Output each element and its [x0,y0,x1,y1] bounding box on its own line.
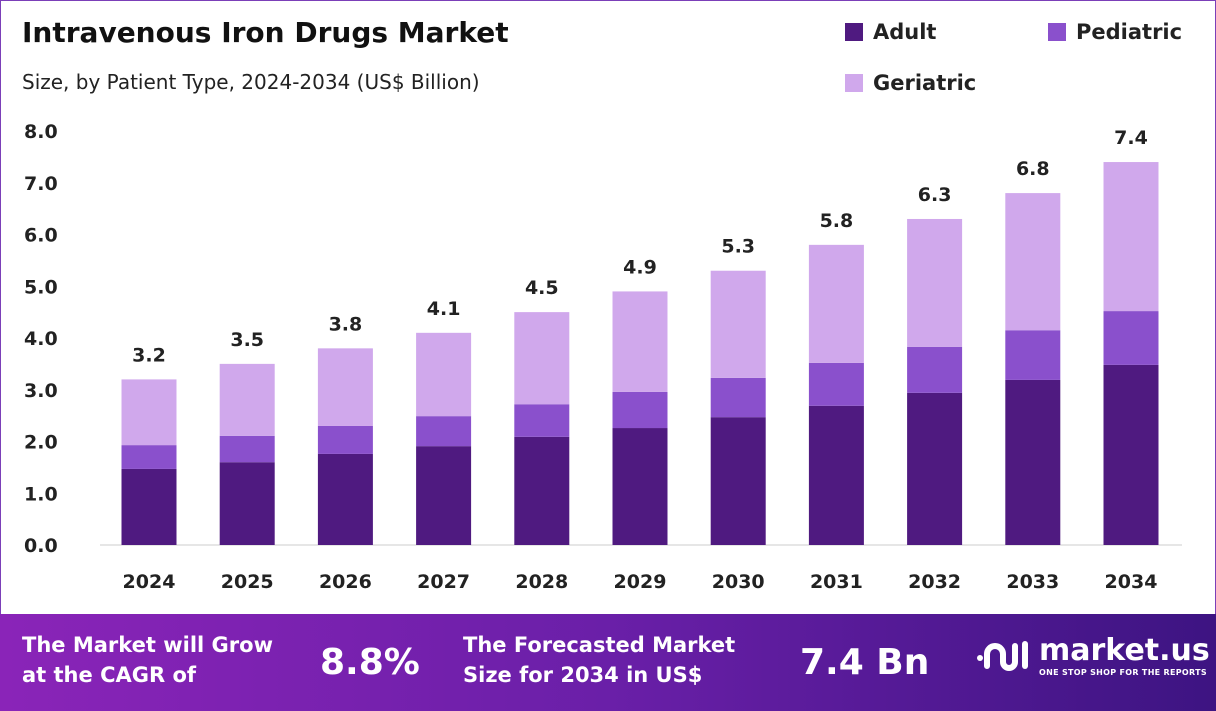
x-tick-label: 2026 [319,571,372,593]
footer-banner: The Market will Grow at the CAGR of 8.8%… [0,614,1216,711]
bar-segment-geriatric [710,270,766,378]
data-label: 5.8 [820,210,854,232]
bar-segment-pediatric [514,404,570,437]
bar-segment-pediatric [121,445,177,469]
x-tick-label: 2027 [417,571,470,593]
bar-segment-adult [416,446,472,545]
x-tick-label: 2028 [515,571,568,593]
data-label: 4.9 [623,256,657,278]
legend-item-geriatric: Geriatric [845,71,976,95]
bar-segment-adult [710,417,766,545]
y-tick-label: 4.0 [24,328,58,350]
bar-segment-adult [612,428,668,545]
bar-segment-geriatric [219,363,275,436]
cagr-value: 8.8% [320,642,420,683]
bar-segment-adult [121,468,177,545]
x-tick-label: 2024 [123,571,176,593]
market-us-logo-icon [977,640,1028,671]
chart-title: Intravenous Iron Drugs Market [22,16,509,49]
chart-subtitle: Size, by Patient Type, 2024-2034 (US$ Bi… [22,70,480,94]
y-tick-label: 5.0 [24,276,58,298]
bar-segment-adult [907,392,963,545]
bar-segment-geriatric [317,348,373,426]
bar-segment-adult [1103,364,1159,545]
bar-segment-geriatric [907,218,963,347]
bar-segment-geriatric [1005,193,1061,331]
x-tick-label: 2030 [712,571,765,593]
y-tick-label: 2.0 [24,432,58,454]
brand-name: market.us [1039,633,1210,668]
bar-segment-pediatric [219,435,275,463]
bar-segment-geriatric [612,291,668,392]
data-label: 4.5 [525,277,559,299]
data-label: 3.2 [132,344,166,366]
x-tick-label: 2025 [221,571,274,593]
y-tick-label: 3.0 [24,380,58,402]
legend-swatch [845,23,863,41]
y-tick-label: 8.0 [24,121,58,143]
data-label: 4.1 [427,298,461,320]
data-label: 6.3 [918,184,952,206]
x-tick-label: 2034 [1105,571,1158,593]
bar-segment-pediatric [1005,330,1061,380]
legend-swatch [845,74,863,92]
legend-label: Adult [873,20,937,44]
x-tick-label: 2033 [1006,571,1059,593]
data-label: 6.8 [1016,158,1050,180]
data-label: 3.5 [230,329,264,351]
bar-segment-geriatric [1103,162,1159,312]
forecast-value: 7.4 Bn [800,642,930,683]
data-label: 5.3 [721,236,755,258]
bar-segment-adult [1005,379,1061,545]
bar-segment-adult [514,436,570,545]
y-tick-label: 7.0 [24,173,58,195]
bar-segment-adult [219,462,275,545]
x-tick-label: 2029 [614,571,667,593]
bar-segment-pediatric [317,425,373,454]
bar-segment-pediatric [612,391,668,429]
bar-segment-geriatric [121,379,177,446]
data-label: 3.8 [329,313,363,335]
bar-segment-adult [808,405,864,545]
bar-segment-pediatric [710,377,766,418]
y-tick-label: 6.0 [24,225,58,247]
x-tick-label: 2032 [908,571,961,593]
bar-segment-pediatric [416,416,472,447]
bar-segment-geriatric [808,244,864,363]
legend-item-pediatric: Pediatric [1048,20,1182,44]
bar-segment-pediatric [808,362,864,406]
bar-segment-geriatric [514,312,570,405]
y-tick-label: 0.0 [24,535,58,557]
bar-segment-pediatric [1103,311,1159,365]
y-tick-label: 1.0 [24,483,58,505]
legend-label: Pediatric [1076,20,1183,44]
legend-swatch [1048,23,1066,41]
bar-segment-pediatric [907,346,963,393]
bar-segment-adult [317,453,373,545]
x-tick-label: 2031 [810,571,863,593]
legend-item-adult: Adult [845,20,936,44]
brand-tagline: ONE STOP SHOP FOR THE REPORTS [1039,668,1207,677]
cagr-label: The Market will Grow at the CAGR of [22,633,273,687]
chart-plot: 0.0 1.0 2.0 3.0 4.0 5.0 6.0 7.0 8.0 3.2 2024 3.5 202… [24,121,1182,593]
bar-segment-geriatric [416,332,472,417]
legend-label: Geriatric [873,71,977,95]
brand-logo: market.us ONE STOP SHOP FOR THE REPORTS [975,634,1210,677]
data-label: 7.4 [1114,127,1148,149]
forecast-label: The Forecasted Market Size for 2034 in U… [463,633,736,687]
